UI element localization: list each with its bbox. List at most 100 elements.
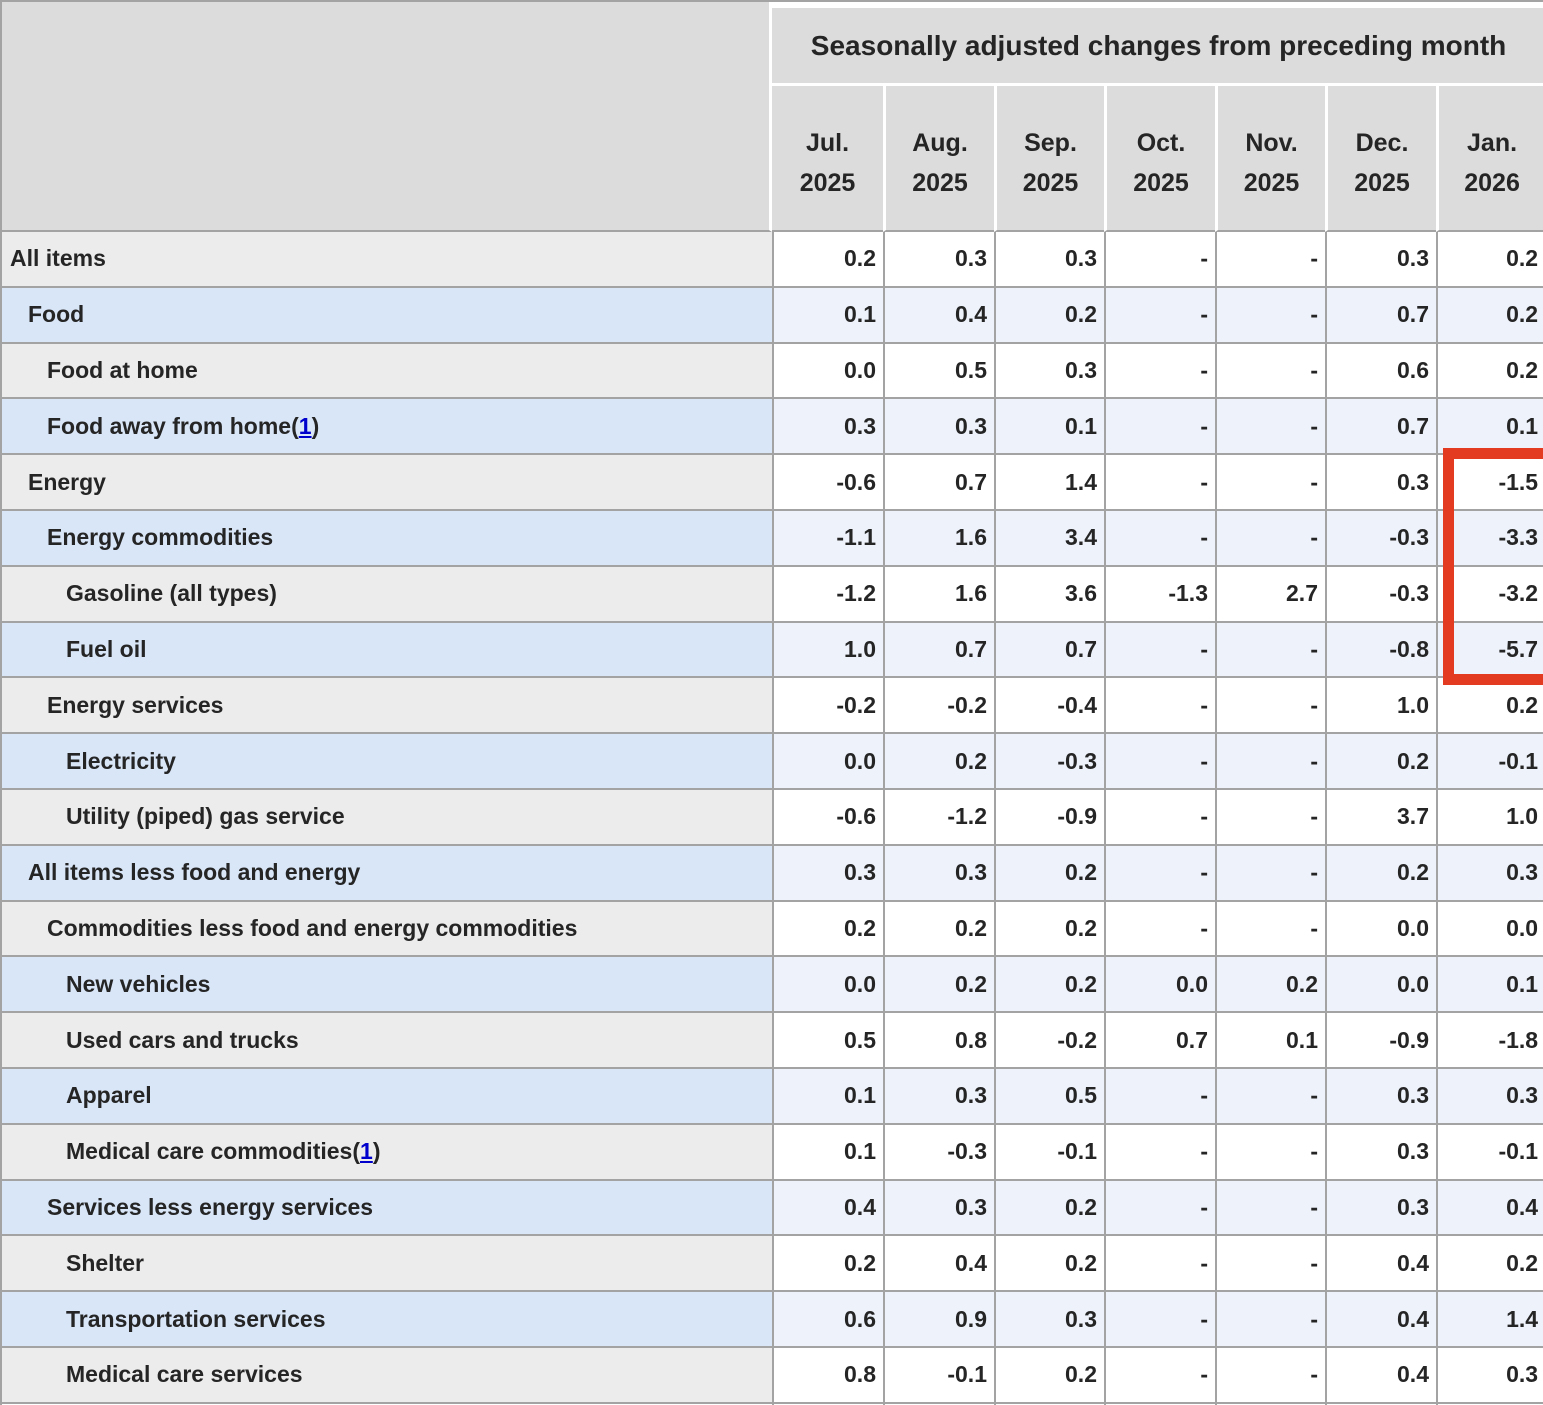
footnote-link[interactable]: 1 — [298, 412, 312, 439]
value-cell: - — [1104, 1124, 1215, 1181]
row-label: New vehicles — [2, 957, 772, 1014]
row-label: Fuel oil — [2, 622, 772, 679]
value-cell: -0.3 — [1325, 510, 1436, 567]
value-cell: - — [1104, 455, 1215, 511]
value-cell: 1.6 — [883, 510, 994, 567]
value-cell: 1.0 — [1325, 678, 1436, 735]
value-cell: 0.5 — [883, 343, 994, 400]
value-cell: 0.1 — [994, 399, 1104, 456]
value-cell: - — [1104, 510, 1215, 567]
value-cell: 0.3 — [1325, 455, 1436, 511]
table-row: Medical care commodities(1) 0.1 -0.3 -0.1- -… — [2, 1124, 1543, 1181]
value-cell: 0.3 — [1325, 1124, 1436, 1181]
value-cell: - — [1215, 789, 1325, 846]
value-cell: - — [1104, 734, 1215, 790]
value-cell: - — [1215, 1347, 1325, 1404]
value-cell: 0.1 — [1215, 1013, 1325, 1069]
value-cell: 0.2 — [1325, 734, 1436, 790]
value-cell: 0.3 — [1325, 232, 1436, 288]
value-cell: - — [1215, 399, 1325, 456]
value-cell: 0.7 — [1325, 287, 1436, 344]
value-cell: 0.5 — [994, 1068, 1104, 1125]
value-cell: - — [1104, 901, 1215, 958]
value-cell: 3.4 — [994, 510, 1104, 567]
table-row: Gasoline (all types) -1.2 1.6 3.6 -1.3 2.7 -0.… — [2, 566, 1543, 623]
value-cell: 0.1 — [1436, 957, 1543, 1014]
row-label: Medical care commodities(1) — [2, 1124, 772, 1181]
value-cell: - — [1215, 622, 1325, 679]
value-cell: -0.4 — [994, 678, 1104, 735]
value-cell: 0.5 — [772, 1013, 883, 1069]
table-row: Used cars and trucks 0.5 0.8 -0.2 0.7 0.1 -0.9… — [2, 1013, 1543, 1069]
value-cell: 0.0 — [1104, 957, 1215, 1014]
value-cell: -0.1 — [994, 1124, 1104, 1181]
value-cell: 1.0 — [772, 622, 883, 679]
row-label: Commodities less food and energy commodi… — [2, 901, 772, 958]
month-header: Jan. 2026 — [1436, 86, 1543, 232]
row-label: Electricity — [2, 734, 772, 790]
value-cell: 0.3 — [994, 1292, 1104, 1348]
value-cell: - — [1215, 1180, 1325, 1237]
row-label: All items less food and energy — [2, 845, 772, 902]
value-cell: -0.8 — [1325, 622, 1436, 679]
value-cell: 0.0 — [772, 343, 883, 400]
value-cell: 1.4 — [1436, 1292, 1543, 1348]
month-header: Jul. 2025 — [772, 86, 883, 232]
row-label: Medical care services — [2, 1347, 772, 1404]
value-cell: - — [1104, 399, 1215, 456]
table-row: Energy -0.6 0.7 1.4- -0.3 -1.5 — [2, 455, 1543, 511]
value-cell: -1.2 — [883, 789, 994, 846]
value-cell: 0.2 — [994, 1347, 1104, 1404]
row-label: Energy commodities — [2, 510, 772, 567]
value-cell: 0.0 — [772, 957, 883, 1014]
table-row: All items 0.2 0.3 0.3- -0.3 0.2 — [2, 232, 1543, 288]
value-cell: 0.7 — [883, 455, 994, 511]
table-row: Food away from home(1) 0.3 0.3 0.1- -0.7 0.1 — [2, 399, 1543, 456]
value-cell: 0.3 — [1436, 1347, 1543, 1404]
value-cell: 0.0 — [1436, 901, 1543, 958]
value-cell: - — [1215, 901, 1325, 958]
table-row: Shelter 0.2 0.4 0.2- -0.4 0.2 — [2, 1236, 1543, 1293]
value-cell: 3.6 — [994, 566, 1104, 623]
value-cell: 0.2 — [772, 232, 883, 288]
value-cell: 0.3 — [883, 845, 994, 902]
table-row: Apparel 0.1 0.3 0.5- -0.3 0.3 — [2, 1068, 1543, 1125]
value-cell: 0.0 — [772, 734, 883, 790]
value-cell: 0.2 — [994, 287, 1104, 344]
value-cell: 0.2 — [994, 845, 1104, 902]
table-row: Energy commodities -1.1 1.6 3.4- - -0.3 -3.3 — [2, 510, 1543, 567]
value-cell: 0.2 — [1436, 678, 1543, 735]
value-cell: 0.3 — [994, 232, 1104, 288]
value-cell: -0.9 — [1325, 1013, 1436, 1069]
value-cell: 0.2 — [1325, 845, 1436, 902]
value-cell: 0.2 — [883, 734, 994, 790]
value-cell: 0.4 — [883, 287, 994, 344]
table-row: Energy services -0.2 -0.2 -0.4- -1.0 0.2 — [2, 678, 1543, 735]
value-cell: - — [1215, 1236, 1325, 1293]
value-cell: 0.2 — [1436, 343, 1543, 400]
value-cell: 0.3 — [1325, 1180, 1436, 1237]
value-cell: -1.1 — [772, 510, 883, 567]
value-cell: 2.7 — [1215, 566, 1325, 623]
month-header: Aug. 2025 — [883, 86, 994, 232]
value-cell: 0.2 — [994, 1236, 1104, 1293]
row-label: Utility (piped) gas service — [2, 789, 772, 846]
value-cell: -0.3 — [1325, 566, 1436, 623]
stub-header-cell — [2, 2, 772, 232]
value-cell: - — [1104, 1236, 1215, 1293]
value-cell: 0.2 — [883, 957, 994, 1014]
value-cell: -1.8 — [1436, 1013, 1543, 1069]
table-row: New vehicles 0.0 0.2 0.2 0.0 0.2 0.0 0.1 — [2, 957, 1543, 1014]
table-row: Electricity 0.0 0.2 -0.3- -0.2 -0.1 — [2, 734, 1543, 790]
value-cell: -1.3 — [1104, 566, 1215, 623]
value-cell: -0.3 — [994, 734, 1104, 790]
footnote-link[interactable]: 1 — [360, 1138, 373, 1165]
table-row: Commodities less food and energy commodi… — [2, 901, 1543, 958]
value-cell: - — [1104, 678, 1215, 735]
value-cell: - — [1104, 789, 1215, 846]
value-cell: -3.2 — [1436, 566, 1543, 623]
value-cell: 0.7 — [1104, 1013, 1215, 1069]
value-cell: 0.1 — [1436, 399, 1543, 456]
row-label: Food — [2, 287, 772, 344]
value-cell: - — [1104, 1180, 1215, 1237]
